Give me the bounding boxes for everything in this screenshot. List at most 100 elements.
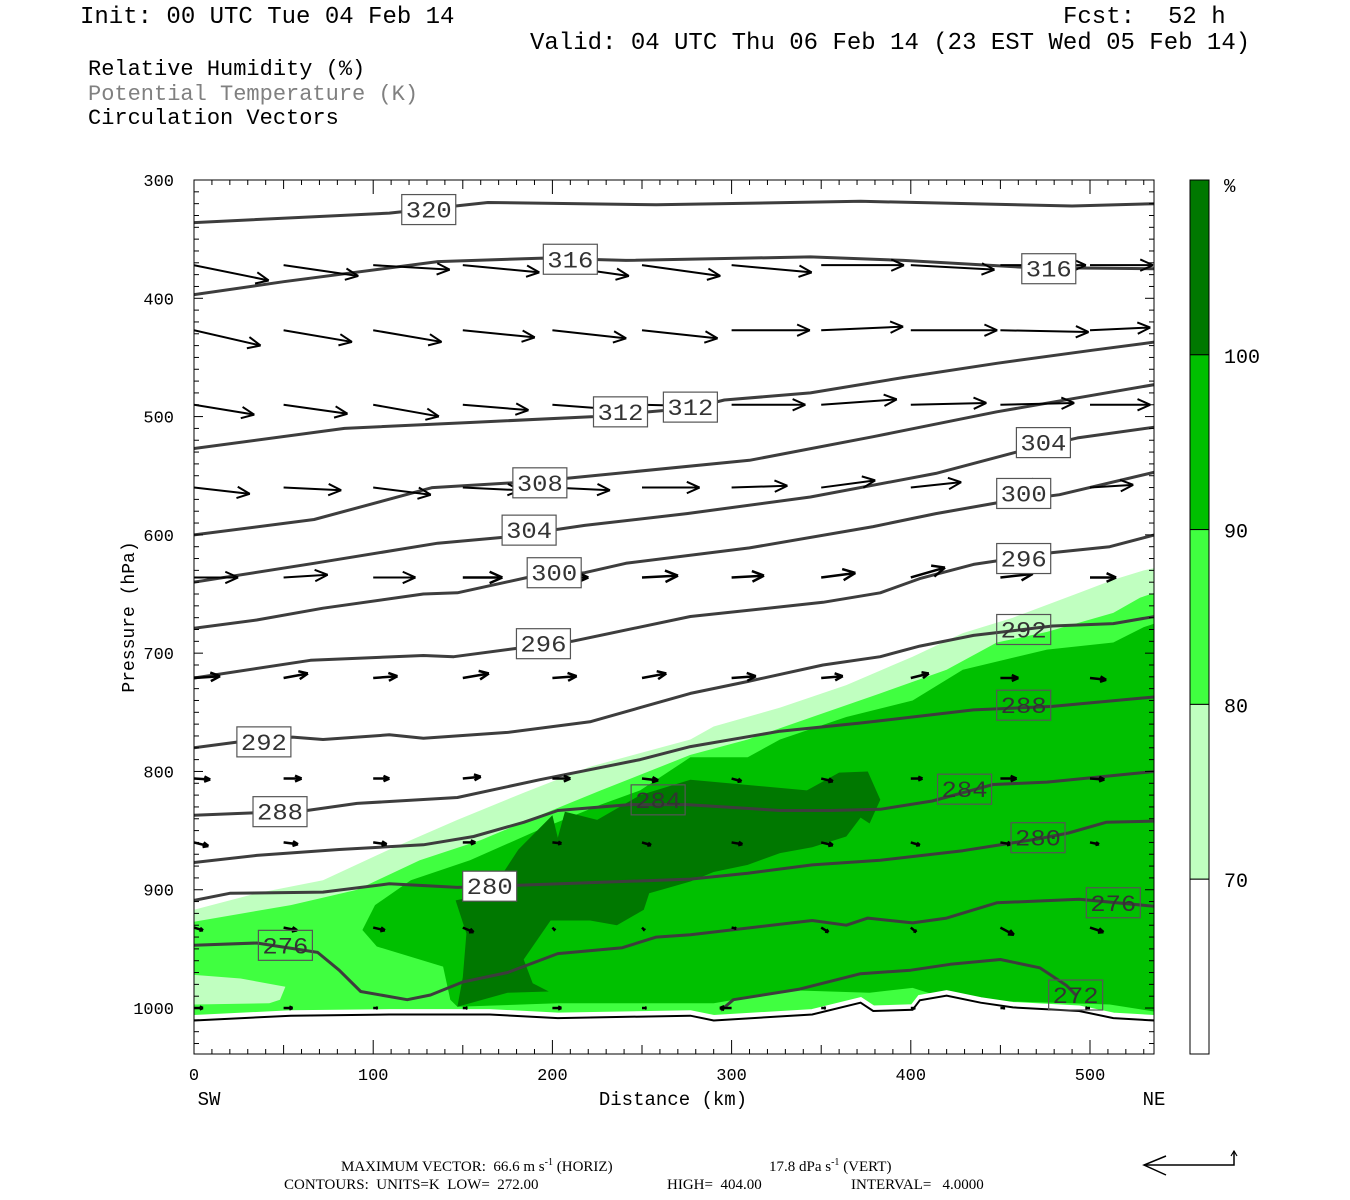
vector-head	[1139, 264, 1154, 272]
contour-label-text: 316	[1026, 258, 1072, 284]
vector-head	[913, 1006, 916, 1010]
wind-vector	[194, 775, 211, 783]
vector-head	[751, 569, 765, 577]
wind-vector	[1089, 841, 1100, 847]
vector-head	[563, 777, 571, 783]
reference-vector-head	[1142, 1155, 1167, 1176]
reference-vector-vert-head	[1230, 1149, 1238, 1157]
vector-head	[1136, 321, 1151, 329]
vector-head	[774, 479, 788, 487]
vector-shaft	[373, 403, 440, 418]
isentrope-320	[194, 199, 1154, 225]
vector-shaft	[641, 574, 679, 579]
vector-head	[246, 344, 261, 350]
wind-vector	[821, 567, 857, 582]
vector-head	[379, 929, 386, 933]
wind-vector	[283, 568, 329, 583]
vector-head	[402, 576, 416, 585]
colorbar-label: 70	[1224, 871, 1248, 894]
vector-head	[1106, 572, 1117, 579]
reference-vector-shaft	[1144, 1151, 1235, 1166]
vector-shaft	[1000, 572, 1033, 579]
vector-head	[834, 675, 844, 682]
vector-head	[557, 1006, 562, 1011]
contour-label-box	[630, 784, 686, 816]
vector-head	[1137, 326, 1151, 335]
contour-label-box	[462, 870, 518, 902]
wind-vector	[194, 485, 251, 500]
vector-shaft	[821, 571, 856, 579]
contour-label-box	[996, 542, 1052, 575]
vector-head	[883, 398, 898, 407]
wind-vector	[641, 569, 679, 584]
contour-interval: INTERVAL= 4.0000	[851, 1177, 984, 1193]
vector-head	[616, 267, 630, 277]
vector-head	[1084, 1006, 1088, 1010]
vector-head	[426, 407, 440, 418]
vector-shaft	[552, 674, 577, 680]
wind-vector	[1089, 675, 1107, 683]
vector-head	[889, 320, 904, 328]
vector-head	[557, 842, 562, 846]
vector-head	[644, 1006, 648, 1010]
vector-head	[314, 568, 329, 576]
wind-vector	[641, 669, 668, 681]
vector-shaft	[373, 329, 442, 343]
wind-vector	[551, 926, 557, 932]
vector-shaft	[283, 486, 342, 492]
max-vector-vertical: 17.8 dPa s-1 (VERT)	[769, 1158, 891, 1175]
vector-head	[746, 675, 757, 682]
wind-vector	[462, 926, 475, 934]
vector-shaft	[462, 403, 529, 412]
contour-label-text: 284	[635, 789, 681, 815]
vector-head	[427, 340, 442, 347]
wind-vector	[283, 669, 309, 681]
vector-head	[470, 841, 476, 846]
vector-shaft	[910, 566, 946, 579]
wind-vector	[910, 670, 930, 680]
vector-shaft	[910, 264, 995, 271]
vector-head	[890, 258, 905, 267]
contour-label-box	[252, 796, 308, 828]
vector-head	[774, 484, 788, 493]
vector-shaft	[373, 486, 431, 496]
colorbar-band-0	[1189, 878, 1210, 1055]
wind-vector	[373, 840, 388, 847]
wind-vector	[552, 329, 627, 344]
vector-head	[948, 481, 962, 491]
wind-vector	[462, 329, 536, 343]
vector-shaft	[641, 672, 667, 680]
wind-vector	[194, 841, 210, 849]
vector-head	[567, 675, 578, 682]
wind-vector	[731, 479, 788, 493]
contour-label: 292	[996, 613, 1052, 646]
vector-shaft	[910, 401, 987, 406]
wind-vector	[910, 323, 998, 337]
plot-frame	[193, 179, 1155, 1055]
vector-shaft	[283, 573, 328, 579]
contour-label-box	[512, 467, 568, 499]
contour-label-text: 304	[1020, 432, 1066, 458]
vector-head	[947, 476, 962, 484]
vector-head	[686, 486, 701, 495]
vector-shaft	[910, 672, 930, 680]
vector-head	[737, 780, 742, 784]
horiz-tag: (HORIZ)	[556, 1159, 613, 1175]
vector-head	[823, 1006, 827, 1010]
wind-vector	[999, 926, 1015, 937]
wind-vector	[552, 774, 571, 783]
wind-vector	[719, 1004, 732, 1012]
wind-vector	[1000, 673, 1019, 683]
vector-shaft	[731, 484, 788, 489]
vector-head	[1120, 483, 1134, 493]
reference-vector-icon	[1142, 1149, 1238, 1176]
vector-head	[237, 485, 251, 495]
wind-vector	[641, 926, 646, 932]
vector-shaft	[731, 574, 765, 579]
wind-vector	[372, 926, 386, 933]
wind-vector	[462, 264, 540, 278]
vector-head	[345, 267, 359, 277]
vector-head	[984, 329, 998, 337]
contour-label-text: 308	[517, 472, 563, 498]
vector-shaft	[821, 479, 876, 489]
